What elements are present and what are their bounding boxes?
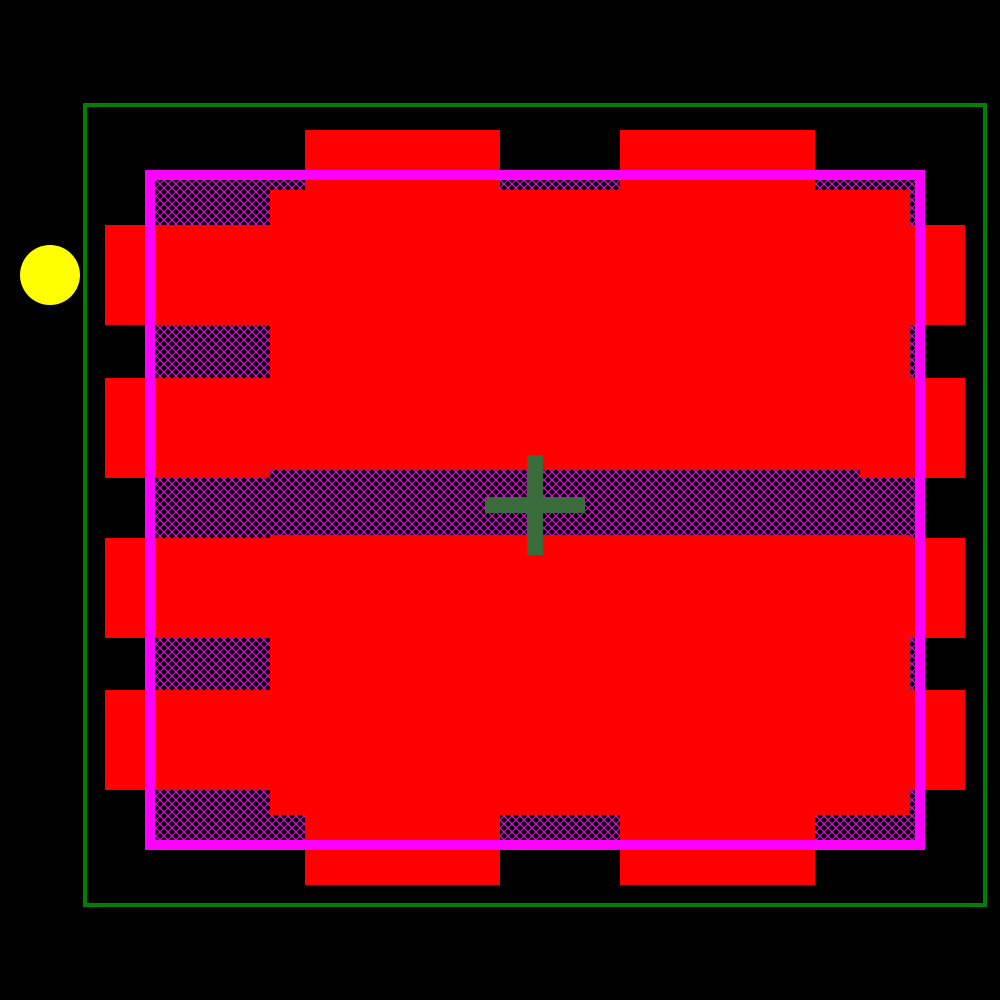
pad	[160, 690, 270, 790]
pad	[160, 378, 270, 478]
pad	[160, 225, 270, 325]
pcb-footprint-diagram	[0, 0, 1000, 1000]
pin1-marker	[20, 245, 80, 305]
pad	[160, 538, 270, 638]
pad	[270, 190, 910, 470]
pad	[270, 535, 910, 815]
